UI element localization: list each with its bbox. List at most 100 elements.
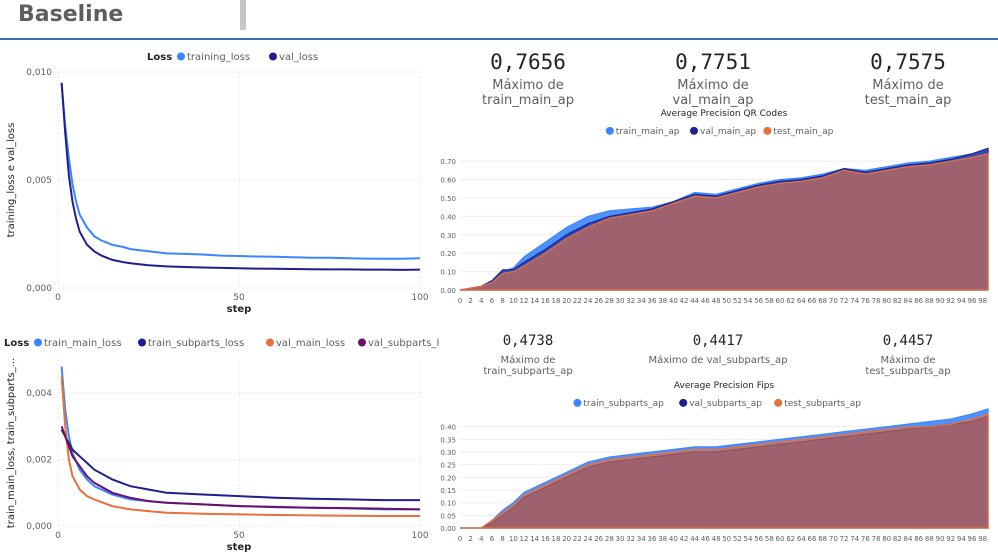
x-tick-label: 20 [562, 535, 571, 543]
series-line-train-main-loss [60, 366, 420, 511]
x-tick-label: 6 [490, 535, 495, 543]
x-tick-label: 52 [733, 535, 742, 543]
x-tick-label: 90 [936, 297, 945, 305]
kpi-value: 0,7751 [675, 50, 751, 74]
x-tick-label: 78 [872, 535, 881, 543]
legend-label-val-subparts-loss: val_subparts_loss [368, 338, 440, 349]
x-tick-label: 38 [658, 535, 667, 543]
x-tick-label: 20 [562, 297, 571, 305]
legend-marker-val-subparts-loss [358, 338, 366, 347]
x-tick-label: 24 [584, 535, 593, 543]
y-tick-label: 0.20 [440, 474, 456, 482]
series-line-val-subparts-loss [60, 426, 421, 511]
kpi-label: Máximo de test_main_ap [864, 78, 952, 108]
chart-title: Average Precision Fips [674, 381, 775, 391]
x-tick-label: 2 [468, 535, 472, 543]
x-tick-label: 50 [722, 297, 731, 305]
x-tick-label: 26 [594, 535, 603, 543]
fips-ap-area-chart[interactable]: Average Precision Fips train_subparts_ap v… [436, 374, 996, 554]
x-tick-label: 96 [968, 535, 977, 543]
x-tick-label: 48 [712, 297, 721, 305]
x-tick-label: 70 [829, 297, 838, 305]
x-tick-label: 86 [914, 297, 923, 305]
x-tick-label: 76 [861, 535, 870, 543]
legend-label-training-loss: training_loss [187, 52, 250, 63]
x-tick-label: 8 [500, 535, 504, 543]
loss-line-chart[interactable]: Loss training_loss val_loss 0,000 0,005 0,010… [0, 44, 440, 334]
x-tick-label: 4 [479, 297, 484, 305]
subparts-loss-line-chart[interactable]: Loss train_main_loss train_subparts_loss va… [0, 330, 440, 554]
y-tick-label: 0.10 [440, 269, 456, 277]
x-tick-label: 78 [872, 297, 881, 305]
legend-marker-test-subparts-ap [774, 398, 783, 407]
x-tick-label: 42 [680, 535, 689, 543]
chart-title: Average Precision QR Codes [661, 109, 788, 119]
x-tick-label: 36 [648, 297, 657, 305]
x-tick-label: 6 [490, 297, 495, 305]
y-tick-label: 0,000 [26, 284, 52, 294]
series-line-training-loss [60, 82, 421, 260]
x-tick-label: 68 [818, 535, 827, 543]
x-tick-label: 50 [233, 293, 245, 303]
y-tick-label: 0,010 [26, 68, 52, 78]
x-tick-label: 50 [722, 535, 731, 543]
y-tick-label: 0,002 [26, 456, 52, 466]
x-tick-label: 96 [968, 297, 977, 305]
title-divider [240, 0, 246, 30]
kpi-value: 0,4738 [502, 333, 554, 349]
x-tick-label: 16 [541, 297, 550, 305]
kpi-value: 0,7656 [490, 50, 566, 74]
y-tick-label: 0.25 [440, 462, 456, 470]
x-tick-label: 0 [55, 531, 61, 541]
y-tick-label: 0.50 [440, 195, 456, 203]
x-tick-label: 84 [904, 535, 913, 543]
x-tick-label: 38 [658, 297, 667, 305]
x-tick-label: 70 [829, 535, 838, 543]
x-tick-label: 94 [957, 535, 966, 543]
legend-marker-test-main-ap [763, 126, 772, 135]
x-tick-label: 34 [637, 535, 646, 543]
x-axis-title: step [227, 542, 252, 553]
x-tick-label: 14 [530, 535, 539, 543]
y-tick-label: 0.15 [440, 487, 456, 495]
kpi-train-main-ap: 0,7656 Máximo de train_main_ap [448, 50, 608, 108]
x-tick-label: 48 [712, 535, 721, 543]
x-tick-label: 82 [893, 297, 902, 305]
legend-marker-train-main-loss [34, 338, 42, 347]
x-tick-label: 18 [552, 297, 561, 305]
x-tick-label: 46 [701, 535, 710, 543]
y-tick-label: 0.20 [440, 250, 456, 258]
y-tick-label: 0.35 [440, 436, 456, 444]
y-tick-label: 0.00 [440, 525, 456, 533]
x-tick-label: 98 [978, 535, 987, 543]
series-area-test-main-ap [459, 153, 989, 291]
series-line-train-subparts-loss [60, 429, 420, 502]
x-tick-label: 60 [776, 535, 785, 543]
legend-marker-train-subparts-loss [138, 338, 146, 347]
x-tick-label: 92 [946, 297, 955, 305]
x-tick-label: 54 [744, 297, 753, 305]
legend-title: Loss [4, 338, 29, 349]
x-tick-label: 26 [594, 297, 603, 305]
qr-ap-area-chart[interactable]: Average Precision QR Codes train_main_ap v… [436, 102, 996, 317]
x-tick-label: 10 [509, 297, 518, 305]
series-line-val-loss [60, 82, 421, 271]
x-tick-label: 76 [861, 297, 870, 305]
x-tick-label: 56 [754, 297, 763, 305]
x-tick-label: 18 [552, 535, 561, 543]
y-tick-label: 0.60 [440, 177, 456, 185]
x-tick-label: 98 [978, 297, 987, 305]
x-tick-label: 42 [680, 297, 689, 305]
legend-label-test-subparts-ap: test_subparts_ap [784, 399, 861, 409]
y-tick-label: 0,005 [26, 176, 52, 186]
kpi-train-subparts-ap: 0,4738 Máximo de train_subparts_ap [458, 333, 598, 377]
x-tick-label: 74 [850, 297, 859, 305]
x-tick-label: 90 [936, 535, 945, 543]
kpi-value: 0,7575 [870, 50, 946, 74]
x-tick-label: 0 [55, 293, 61, 303]
x-tick-label: 30 [616, 535, 625, 543]
x-tick-label: 0 [458, 535, 462, 543]
x-tick-label: 4 [479, 535, 484, 543]
y-axis-title: train_main_loss, train_subparts_... [6, 358, 17, 528]
x-tick-label: 84 [904, 297, 913, 305]
